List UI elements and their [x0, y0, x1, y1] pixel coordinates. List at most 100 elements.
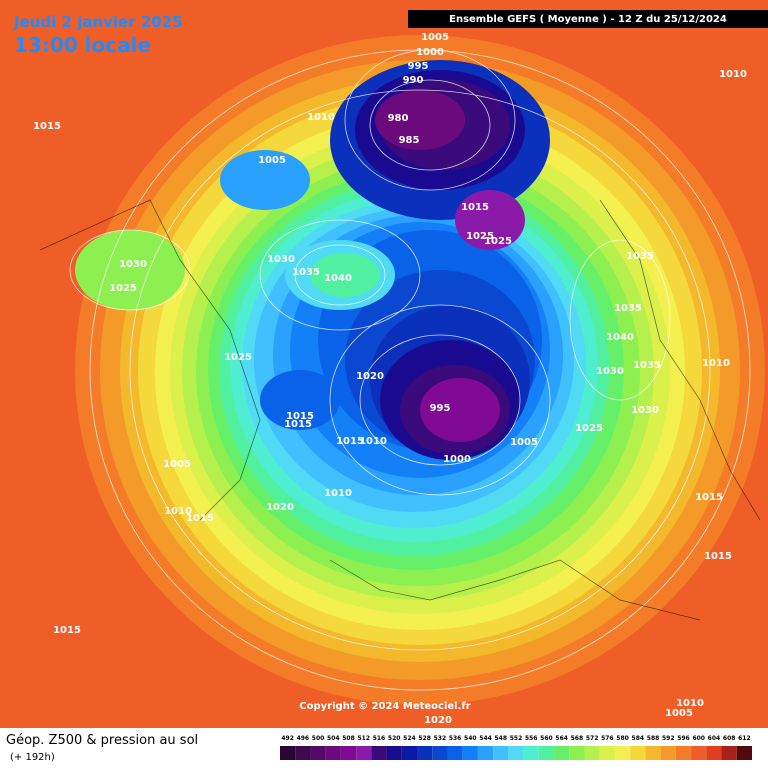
isobar-label: 1040	[324, 273, 352, 284]
colorbar-swatch	[280, 746, 296, 760]
isobar-label: 1020	[356, 371, 384, 382]
isobar-label: 995	[430, 403, 451, 414]
isobar-label: 1010	[719, 69, 747, 80]
isobar-label: 1035	[633, 360, 661, 371]
colorbar-swatch	[356, 746, 372, 760]
isobar-label: 1025	[466, 231, 494, 242]
colorbar-label: 528	[418, 735, 431, 742]
colorbar-label: 504	[327, 735, 340, 742]
isobar-label: 1010	[307, 112, 335, 123]
colorbar-label: 612	[738, 735, 751, 742]
colorbar-swatch	[401, 746, 418, 760]
field-contour	[420, 378, 500, 442]
colorbar-label: 584	[632, 735, 645, 742]
isobar-label: 1025	[575, 423, 603, 434]
footer-lead: (+ 192h)	[10, 752, 55, 763]
colorbar-label: 548	[495, 735, 508, 742]
field-contour	[375, 90, 465, 150]
colorbar-label: 544	[479, 735, 492, 742]
isobar-label: 985	[399, 135, 420, 146]
isobar-label: 1005	[258, 155, 286, 166]
isobar-label: 1030	[631, 405, 659, 416]
colorbar-swatch	[645, 746, 661, 760]
isobar-label: 1015	[33, 121, 61, 132]
isobar-label: 1020	[266, 502, 294, 513]
colorbar-swatch	[721, 746, 737, 760]
isobar-label: 1025	[484, 236, 512, 247]
colorbar-label: 492	[281, 735, 294, 742]
field-contour	[220, 150, 310, 210]
colorbar-label: 592	[662, 735, 675, 742]
colorbar-swatch	[660, 746, 676, 760]
colorbar-swatch	[340, 746, 357, 760]
colorbar-swatch	[310, 746, 326, 760]
isobar-label: 1040	[606, 332, 634, 343]
colorbar-label: 556	[525, 735, 538, 742]
isobar-label: 1005	[665, 708, 693, 719]
colorbar-label: 524	[403, 735, 416, 742]
header-bar	[408, 10, 768, 28]
colorbar-label: 564	[555, 735, 568, 742]
colorbar-swatch	[295, 746, 311, 760]
colorbar-swatch	[630, 746, 646, 760]
isobar-label: 1010	[359, 436, 387, 447]
footer-title: Géop. Z500 & pression au sol	[6, 733, 198, 748]
isobar-label: 1010	[676, 698, 704, 709]
isobars	[69, 49, 751, 691]
isobar-label: 1030	[596, 366, 624, 377]
colorbar-swatch	[508, 746, 524, 760]
colorbar-swatch	[538, 746, 555, 760]
colorbar-label: 572	[586, 735, 599, 742]
colorbar-label: 600	[692, 735, 705, 742]
field-contour	[455, 190, 525, 250]
colorbar-label: 536	[449, 735, 462, 742]
colorbar-swatch	[614, 746, 631, 760]
isobar-label: 1015	[336, 436, 364, 447]
colorbar-label: 540	[464, 735, 477, 742]
forecast-time: 13:00 locale	[14, 33, 151, 57]
colorbar-label: 496	[297, 735, 310, 742]
colorbar-swatch	[432, 746, 448, 760]
colorbar-swatch	[447, 746, 463, 760]
colorbar: 492 496 500 504 508 512 516 520 524 528 532 536 540 5…	[280, 735, 752, 760]
colorbar-label: 520	[388, 735, 401, 742]
colorbar-swatch	[584, 746, 600, 760]
colorbar-label: 516	[373, 735, 386, 742]
isobar-label: 1015	[53, 625, 81, 636]
colorbar-swatch	[371, 746, 387, 760]
colorbar-label: 532	[434, 735, 447, 742]
colorbar-swatch	[675, 746, 692, 760]
field-contour	[260, 370, 340, 430]
colorbar-label: 560	[540, 735, 553, 742]
colorbar-swatch	[462, 746, 478, 760]
colorbar-swatch	[477, 746, 494, 760]
colorbar-label: 608	[723, 735, 736, 742]
isobar-label: 980	[388, 113, 409, 124]
colorbar-label: 580	[616, 735, 629, 742]
isobar-label: 995	[408, 61, 429, 72]
colorbar-label: 500	[312, 735, 325, 742]
colorbar-label: 596	[677, 735, 690, 742]
colorbar-swatch	[736, 746, 752, 760]
isobar-label: 1010	[702, 358, 730, 369]
colorbar-label: 576	[601, 735, 614, 742]
colorbar-swatch	[523, 746, 539, 760]
colorbar-swatch	[417, 746, 433, 760]
isobar-label: 1000	[443, 454, 471, 465]
isobar-label: 990	[403, 75, 424, 86]
isobar-label: 1015	[704, 551, 732, 562]
colorbar-swatch	[599, 746, 615, 760]
field-contour	[75, 230, 185, 310]
model-info: Ensemble GEFS ( Moyenne ) - 12 Z du 25/1…	[449, 14, 727, 25]
isobar-label: 1005	[163, 459, 191, 470]
isobar-label: 1005	[421, 32, 449, 43]
isobar-label: 1015	[284, 419, 312, 430]
isobar-label: 1025	[109, 283, 137, 294]
colorbar-swatch	[706, 746, 722, 760]
isobar-label: 1015	[286, 411, 314, 422]
colorbar-label: 512	[357, 735, 370, 742]
colorbar-swatch	[691, 746, 707, 760]
colorbar-swatch	[325, 746, 341, 760]
colorbar-label: 604	[708, 735, 721, 742]
